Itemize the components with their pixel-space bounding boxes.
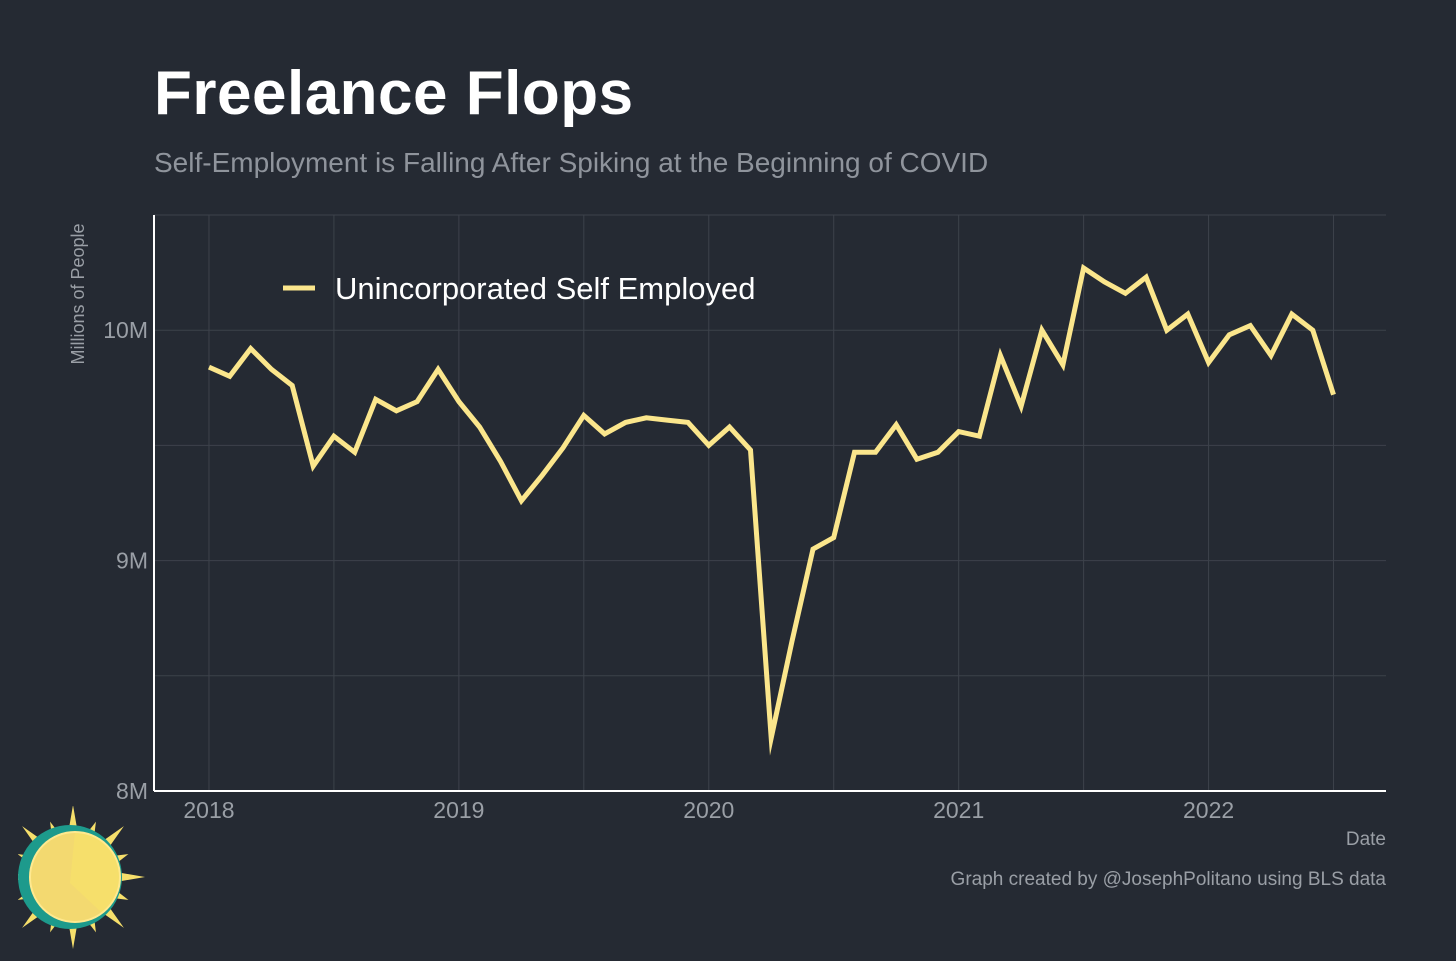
y-tick-label: 8M	[116, 778, 148, 804]
tick-labels: 8M 9M 10M 2018 2019 2020 2021 2022	[103, 317, 1234, 823]
sun-logo-icon	[18, 806, 145, 949]
x-tick-label: 2021	[933, 797, 984, 823]
x-tick-label: 2022	[1183, 797, 1234, 823]
x-tick-label: 2020	[683, 797, 734, 823]
y-axis-label: Millions of People	[68, 223, 88, 364]
x-tick-label: 2019	[433, 797, 484, 823]
series-line	[207, 263, 1336, 756]
x-axis-label: Date	[1346, 829, 1386, 850]
chart-title: Freelance Flops	[154, 59, 634, 128]
legend: Unincorporated Self Employed	[283, 271, 755, 306]
axes	[153, 215, 1386, 792]
y-tick-label: 9M	[116, 548, 148, 574]
chart-subtitle: Self-Employment is Falling After Spiking…	[154, 147, 989, 178]
source-caption: Graph created by @JosephPolitano using B…	[950, 869, 1386, 890]
y-tick-label: 10M	[103, 317, 148, 343]
legend-label: Unincorporated Self Employed	[335, 271, 755, 306]
x-tick-label: 2018	[183, 797, 234, 823]
series-layer	[207, 263, 1336, 756]
